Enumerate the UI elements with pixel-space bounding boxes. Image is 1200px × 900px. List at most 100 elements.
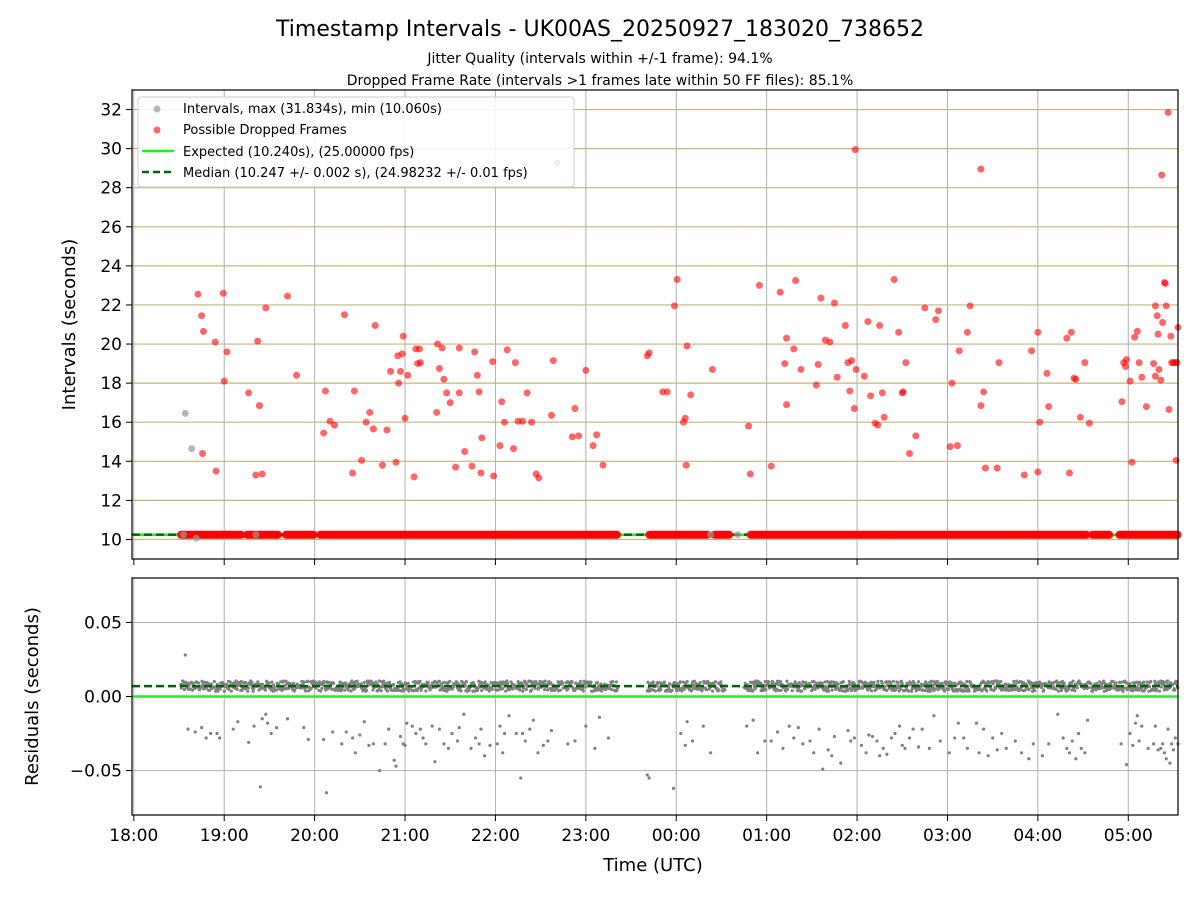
residual-band-point: [340, 687, 344, 691]
residual-band-point: [876, 679, 880, 683]
residual-point: [252, 724, 256, 728]
dropped-frame-point: [549, 357, 557, 365]
residual-band-point: [700, 689, 704, 693]
dropped-frame-point: [776, 288, 784, 296]
dropped-frame-point: [397, 367, 405, 375]
residual-band-point: [330, 687, 334, 691]
residual-band-point: [419, 688, 423, 692]
residual-band-point: [830, 688, 834, 692]
dropped-frame-baseline-point: [1105, 530, 1114, 539]
dropped-frame-point: [571, 405, 579, 413]
residual-point: [907, 736, 912, 740]
residual-band-point: [282, 679, 286, 683]
interval-point: [180, 531, 188, 539]
residual-band-point: [793, 680, 797, 684]
residual-band-point: [1062, 681, 1066, 686]
residual-band-point: [615, 686, 620, 691]
dropped-frame-point: [1135, 359, 1143, 367]
dropped-frame-point: [371, 321, 379, 329]
dropped-frame-point: [797, 365, 805, 373]
dropped-frame-point: [826, 338, 834, 346]
dropped-frame-point: [1161, 279, 1169, 287]
intervals-y-axis-label: Intervals (seconds): [59, 239, 80, 411]
intervals-ytick-label: 30: [100, 140, 122, 160]
residual-band-point: [306, 679, 310, 683]
residual-band-point: [418, 679, 422, 683]
residual-point: [528, 727, 532, 731]
residual-band-point: [251, 689, 255, 693]
residual-band-point: [906, 689, 911, 693]
residual-band-point: [407, 689, 411, 693]
residual-band-point: [1071, 679, 1075, 683]
residual-point: [947, 751, 951, 755]
dropped-frame-point: [790, 345, 798, 353]
intervals-ytick-label: 22: [100, 296, 122, 316]
residual-band-point: [464, 679, 469, 684]
residual-band-point: [705, 688, 709, 692]
dropped-frame-point: [1122, 356, 1130, 364]
dropped-frame-point: [1165, 406, 1173, 414]
residual-band-point: [703, 680, 707, 684]
residual-point: [378, 768, 382, 773]
residual-band-point: [1023, 688, 1027, 692]
residual-band-point: [935, 679, 939, 684]
residual-point: [859, 743, 864, 747]
residual-band-point: [505, 679, 509, 683]
dropped-frame-point: [490, 472, 498, 480]
dropped-frame-point: [745, 422, 753, 430]
dropped-frame-point: [477, 469, 485, 477]
intervals-ytick-label: 12: [100, 491, 122, 511]
residual-point: [523, 739, 527, 743]
dropped-frame-point: [864, 318, 872, 326]
residual-band-point: [578, 679, 583, 684]
residual-point: [1135, 714, 1139, 718]
residual-band-point: [689, 689, 693, 693]
residual-band-point: [386, 689, 390, 693]
dropped-frame-point: [1076, 413, 1084, 421]
residual-band-point: [1134, 680, 1139, 684]
xtick-label: 04:00: [1013, 826, 1062, 846]
residual-point: [897, 724, 902, 728]
residual-point: [1119, 742, 1123, 746]
interval-point: [188, 445, 196, 453]
dropped-frame-point: [199, 449, 207, 457]
dropped-frame-point: [1173, 359, 1181, 367]
residual-point: [679, 731, 683, 736]
dropped-frame-point: [262, 304, 270, 312]
residual-point: [477, 742, 481, 746]
dropped-frame-point: [932, 316, 940, 324]
dropped-frame-point: [1158, 171, 1166, 179]
residual-point: [932, 714, 936, 718]
residual-point: [403, 743, 407, 747]
residual-point: [751, 718, 755, 722]
residual-point: [495, 742, 499, 746]
residual-point: [410, 724, 414, 728]
intervals-ytick-label: 24: [100, 257, 122, 277]
residual-point: [920, 727, 924, 731]
dropped-frame-point: [1126, 377, 1134, 385]
residual-band-point: [566, 687, 570, 691]
dropped-frame-point: [934, 307, 942, 315]
residual-band-point: [841, 680, 845, 684]
interval-point: [181, 409, 189, 417]
dropped-frame-point: [899, 388, 907, 396]
dropped-frame-baseline-point: [725, 530, 734, 539]
xtick-label: 01:00: [742, 826, 791, 846]
xtick-label: 02:00: [833, 826, 882, 846]
residual-point: [1171, 748, 1176, 752]
dropped-frame-point: [461, 448, 469, 456]
residuals-x-ticks: 18:00 19:00 20:00 21:00 22:00 23:00 00:00 01:00…: [109, 815, 1153, 846]
dropped-frame-point: [981, 464, 989, 472]
dropped-frame-point: [1153, 312, 1161, 320]
dropped-frame-point: [1122, 363, 1130, 371]
residual-point: [362, 720, 366, 724]
dropped-frame-point: [955, 347, 963, 355]
residual-band-point: [849, 688, 854, 693]
residual-point: [546, 739, 550, 743]
dropped-frame-point: [977, 402, 985, 410]
residual-band-point: [374, 680, 378, 684]
dropped-frame-point: [848, 357, 856, 365]
residual-point: [986, 754, 990, 758]
residual-point: [1137, 739, 1141, 743]
dropped-frame-point: [995, 359, 1003, 367]
